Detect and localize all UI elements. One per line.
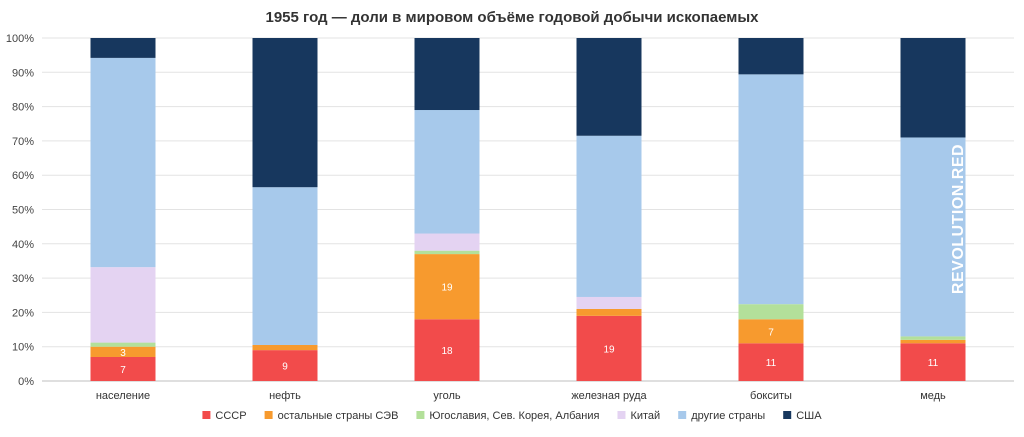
bar-segment <box>576 308 642 316</box>
bar-segment <box>90 342 156 347</box>
data-label: 11 <box>928 358 939 369</box>
legend-label: Китай <box>630 410 660 422</box>
y-tick-label: 90% <box>12 67 34 79</box>
legend-label: остальные страны СЭВ <box>278 410 399 422</box>
legend-swatch <box>783 411 792 419</box>
grid-lines <box>42 37 1014 382</box>
bar-segment <box>738 319 804 344</box>
legend-label: другие страны <box>691 410 765 422</box>
y-tick-label: 20% <box>12 307 34 319</box>
legend-item: Китай <box>617 410 660 422</box>
bar-segment <box>414 38 480 111</box>
bar-segment <box>576 135 642 297</box>
data-label: 9 <box>282 362 288 373</box>
legend-swatch <box>202 411 211 419</box>
y-tick-label: 50% <box>12 205 34 217</box>
legend-item: СССР <box>202 410 247 422</box>
bar-segment <box>90 38 156 58</box>
bar-segment <box>252 187 318 345</box>
data-label: 3 <box>120 348 126 359</box>
x-tick-label: уголь <box>433 390 461 402</box>
bar-segment <box>90 57 156 268</box>
watermark: REVOLUTION.RED <box>950 144 967 294</box>
legend: СССР остальные страны СЭВ Югославия, Сев. … <box>202 410 822 422</box>
legend-label: Югославия, Сев. Корея, Албания <box>429 410 599 422</box>
data-label: 19 <box>603 344 615 355</box>
bar-segment <box>738 304 804 320</box>
legend-swatch <box>264 411 273 419</box>
bar-segment <box>252 344 318 351</box>
bar-segment <box>90 356 156 381</box>
data-label: 19 <box>441 283 453 294</box>
legend-swatch <box>617 411 626 419</box>
x-tick-label: железная руда <box>571 390 647 402</box>
y-tick-label: 80% <box>12 102 34 114</box>
bar-segment <box>900 38 966 138</box>
bars <box>90 38 966 381</box>
legend-item: другие страны <box>678 410 765 422</box>
legend-label: СССР <box>215 410 246 422</box>
legend-item: Югославия, Сев. Корея, Албания <box>416 410 600 422</box>
x-tick-label: население <box>96 390 150 402</box>
bar-segment <box>414 319 480 381</box>
x-axis-ticks: население нефть уголь железная руда бокситы м… <box>96 390 946 402</box>
x-tick-label: бокситы <box>750 390 792 402</box>
bar-segment <box>414 254 480 320</box>
legend-item: остальные страны СЭВ <box>264 410 399 422</box>
y-tick-label: 40% <box>12 239 34 251</box>
bar-segment <box>738 38 804 75</box>
legend-label: США <box>796 410 822 422</box>
data-label: 11 <box>766 358 777 369</box>
bar-segment <box>414 233 480 251</box>
bar-segment <box>576 38 642 136</box>
y-tick-label: 70% <box>12 136 34 148</box>
bar-segment <box>900 343 966 381</box>
bar-segment <box>576 296 642 309</box>
y-tick-label: 10% <box>12 342 34 354</box>
bar-segment <box>414 110 480 234</box>
bar-segment <box>90 267 156 343</box>
bar-segment <box>900 137 966 337</box>
bar-segment <box>576 315 642 381</box>
legend-swatch <box>678 411 687 419</box>
y-tick-label: 0% <box>18 376 34 388</box>
bar-segment <box>900 339 966 344</box>
legend-swatch <box>416 411 425 419</box>
y-axis-ticks: 0% 10% 20% 30% 40% 50% 60% 70% 80% 90% 100% <box>6 33 34 388</box>
y-tick-label: 30% <box>12 273 34 285</box>
bar-segment <box>738 74 804 305</box>
bar-segment <box>900 336 966 340</box>
y-tick-label: 60% <box>12 170 34 182</box>
x-tick-label: медь <box>920 390 946 402</box>
y-tick-label: 100% <box>6 33 34 45</box>
chart-title: 1955 год — доли в мировом объёме годовой… <box>266 9 760 26</box>
data-label: 18 <box>441 346 453 357</box>
bar-segment <box>90 346 156 357</box>
data-label: 7 <box>768 327 774 338</box>
x-tick-label: нефть <box>269 390 301 402</box>
bar-segment <box>414 250 480 255</box>
data-labels: 7 3 9 18 19 19 11 7 11 <box>120 283 938 376</box>
legend-item: США <box>783 410 822 422</box>
data-label: 7 <box>120 365 126 376</box>
bar-segment <box>252 38 318 188</box>
bar-segment <box>252 350 318 381</box>
bar-segment <box>738 343 804 381</box>
